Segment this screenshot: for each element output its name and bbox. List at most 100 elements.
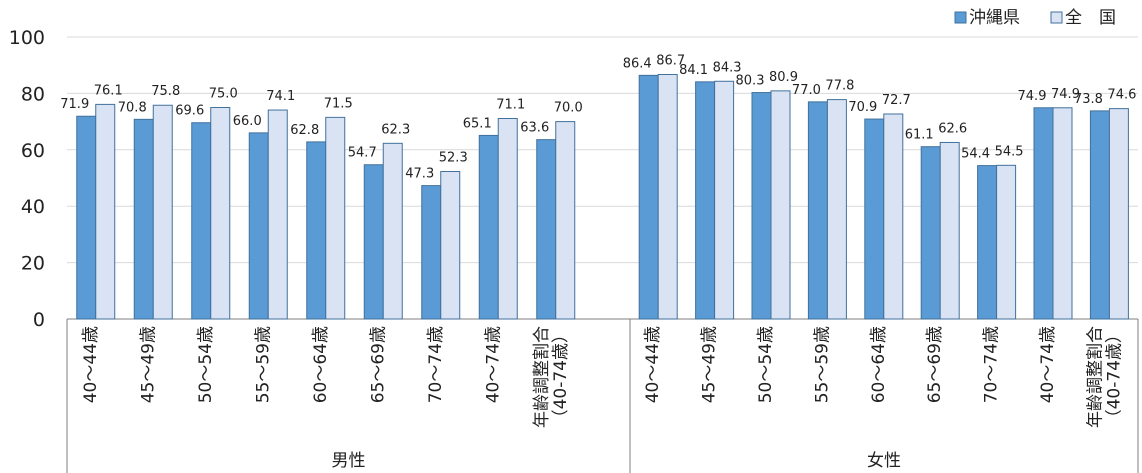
x-tick-label-line: （40-74歳） [1104,326,1124,426]
bar-okinawa [920,146,941,320]
data-label: 74.1 [266,89,295,104]
x-tick-label-line: 55～59歳 [812,326,832,403]
bar-national [826,99,847,320]
data-label: 84.1 [679,63,708,78]
x-tick-label: 年齢調整割合（40-74歳） [532,326,571,428]
x-tick-label-line: 45～49歳 [138,326,158,403]
x-tick-label-line: 60～64歳 [311,326,331,403]
legend-swatch [1050,11,1063,24]
data-label: 63.6 [520,121,549,136]
data-label: 54.4 [961,147,990,162]
data-label: 62.3 [381,122,410,137]
data-label: 80.3 [736,74,765,89]
data-label: 47.3 [405,167,434,182]
data-label: 86.4 [623,56,652,71]
bar-national [1108,108,1129,320]
x-tick-label-line: 70～74歳 [982,326,1002,403]
y-tick-label: 0 [33,309,45,331]
x-axis: 40～44歳 45～49歳 50～54歳 55～59歳 60～64歳 65～69歳 70～7… [66,319,1139,473]
legend-label: 沖縄県 [969,8,1020,28]
x-tick-label: 40～74歳 [483,326,503,403]
bar-national [714,80,735,320]
x-tick-label: 65～69歳 [925,326,945,403]
data-label: 72.7 [882,93,911,108]
bar-okinawa [421,185,442,320]
bar-okinawa [695,81,716,320]
data-label: 86.7 [656,54,685,69]
x-tick-label: 40～44歳 [643,326,663,403]
bar-national [325,116,346,320]
x-tick-label: 50～54歳 [756,326,776,403]
bar-national [657,74,678,320]
data-label: 71.5 [324,96,353,111]
data-label: 54.5 [995,144,1024,159]
x-tick-label-line: 70～74歳 [426,326,446,403]
data-labels: 76.1 71.9 75.8 70.8 75.0 69.6 74.1 66.0 71.5 62.8… [60,54,1136,182]
data-label: 75.0 [209,87,238,102]
bar-okinawa [1089,110,1110,320]
x-tick-label-line: 65～69歳 [925,326,945,403]
bars [76,74,1129,320]
y-tick-label: 80 [21,83,45,105]
x-tick-label: 40～74歳 [1038,326,1058,403]
x-tick-label-line: 55～59歳 [253,326,273,403]
bar-okinawa [191,122,212,320]
bar-okinawa [133,118,154,320]
bar-national [996,164,1017,320]
bar-national [152,104,173,320]
bar-okinawa [76,115,97,320]
bar-national [382,142,403,320]
data-label: 54.7 [348,146,377,161]
bar-national [770,90,791,320]
y-tick-label: 60 [21,140,45,162]
bar-national [1052,107,1073,320]
data-label: 80.9 [769,70,798,85]
data-label: 74.6 [1107,88,1136,103]
x-tick-label: 40～44歳 [81,326,101,403]
y-tick-label: 20 [21,253,45,275]
data-label: 74.9 [1018,89,1047,104]
data-label: 71.1 [496,97,525,112]
bar-national [497,117,518,320]
x-tick-label-line: 40～74歳 [1038,326,1058,403]
x-tick-label-line: 40～74歳 [483,326,503,403]
data-label: 70.9 [848,100,877,115]
data-label: 62.8 [290,123,319,138]
data-label: 73.8 [1074,92,1103,107]
data-label: 77.0 [792,83,821,98]
legend-swatch [954,11,967,24]
data-label: 69.6 [175,104,204,119]
bar-national [939,141,960,320]
data-label: 66.0 [233,114,262,129]
data-label: 75.8 [151,84,180,99]
data-label: 84.3 [713,60,742,75]
bar-national [555,121,576,320]
bar-okinawa [751,92,772,320]
bar-okinawa [977,165,998,320]
x-tick-label: 45～49歳 [138,326,158,403]
y-tick-label: 40 [21,196,45,218]
data-label: 65.1 [463,116,492,131]
y-tick-label: 100 [9,27,45,49]
legend-label: 全 国 [1065,8,1116,28]
x-tick-label-line: 60～64歳 [869,326,889,403]
bar-okinawa [306,141,327,320]
x-tick-label-line: 65～69歳 [368,326,388,403]
legend: 沖縄県 全 国 [954,8,1116,28]
bar-national [267,109,288,320]
x-tick-label-line: （40-74歳） [551,326,571,426]
x-tick-label: 年齢調整割合（40-74歳） [1085,326,1124,428]
x-tick-label-line: 45～49歳 [700,326,720,403]
x-tick-label: 50～54歳 [196,326,216,403]
x-tick-label: 60～64歳 [311,326,331,403]
x-tick-label: 70～74歳 [426,326,446,403]
bar-okinawa [363,164,384,320]
x-tick-label-line: 40～44歳 [643,326,663,403]
data-label: 74.9 [1051,87,1080,102]
x-tick-label: 55～59歳 [253,326,273,403]
x-tick-label: 65～69歳 [368,326,388,403]
x-tick-label: 60～64歳 [869,326,889,403]
bar-okinawa [478,134,499,320]
x-tick-label-line: 年齢調整割合 [532,326,552,428]
